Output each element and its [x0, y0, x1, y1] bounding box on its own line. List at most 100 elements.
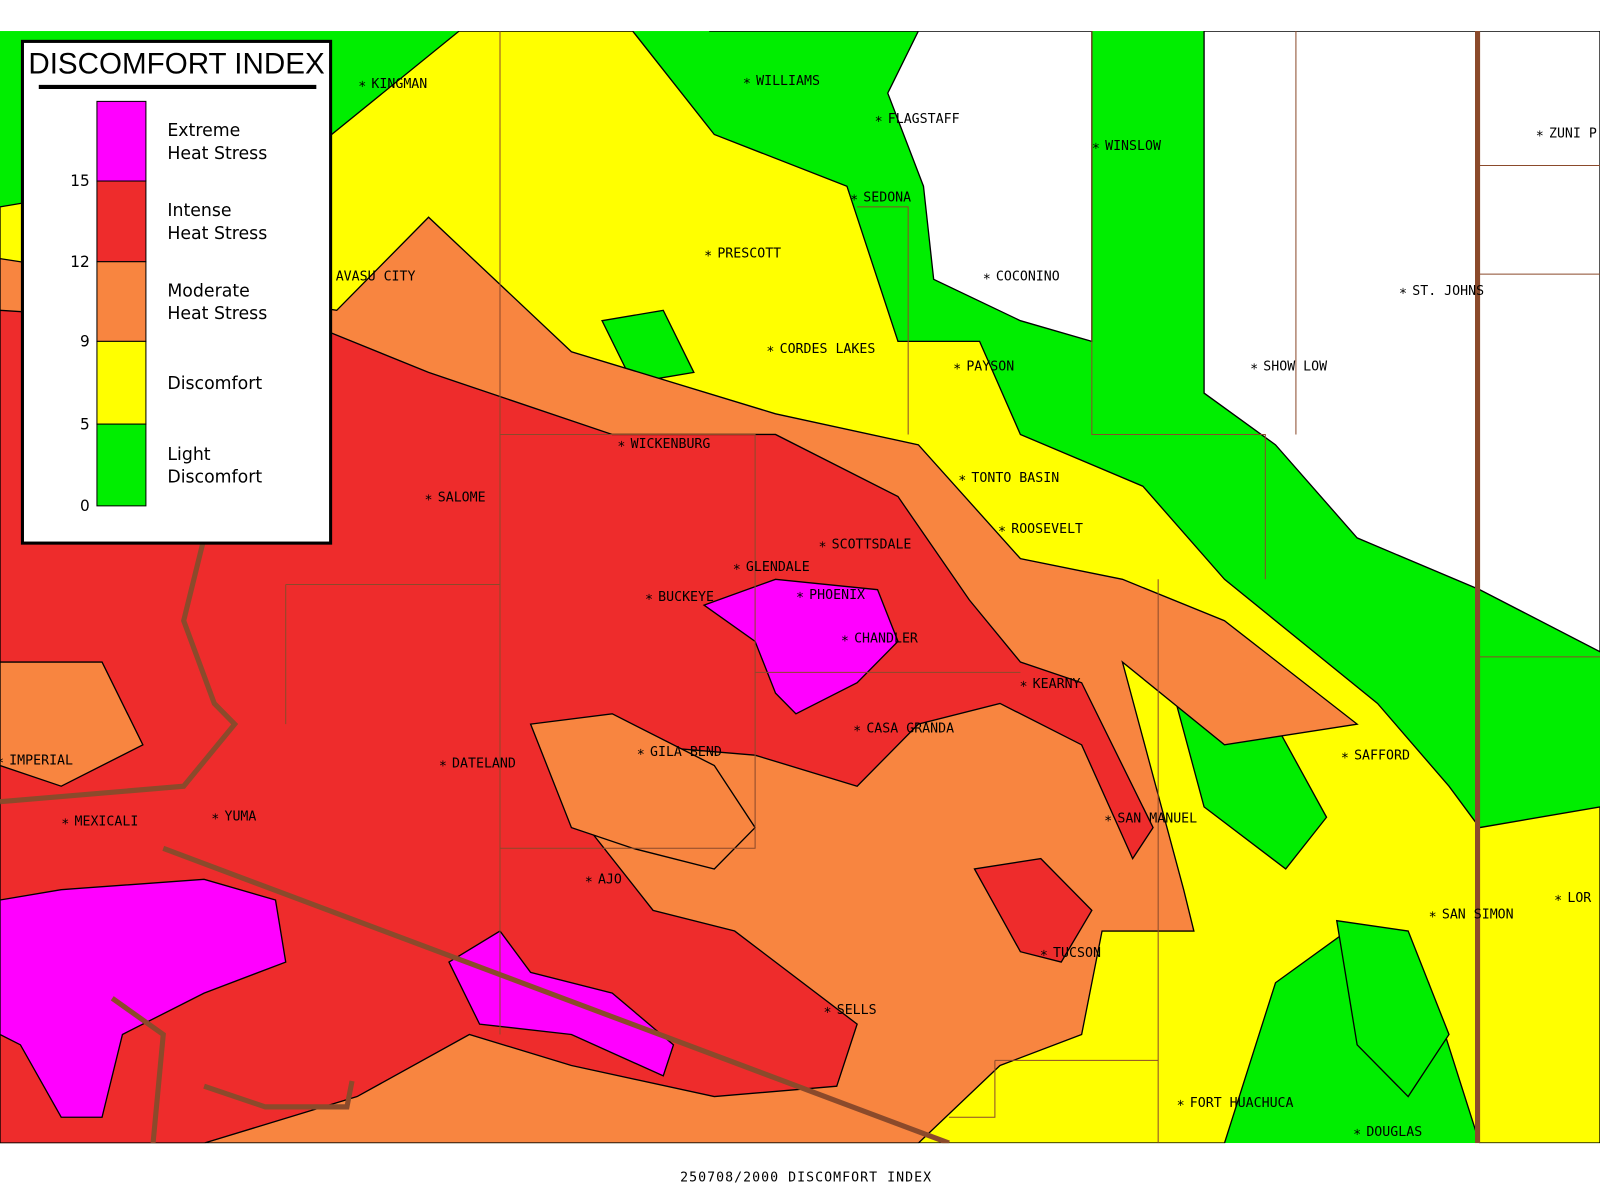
- city-marker: ∗: [645, 590, 653, 605]
- city-name: SEDONA: [863, 191, 911, 206]
- zone-extreme: [0, 878, 287, 1118]
- legend-swatch: [96, 340, 147, 425]
- city-marker: ∗: [818, 537, 826, 552]
- city-name: ST. JOHNS: [1412, 284, 1484, 299]
- map-caption: 250708/2000 DISCOMFORT INDEX: [680, 1170, 932, 1185]
- legend: DISCOMFORT INDEX Extreme Heat Stress Inten…: [20, 39, 333, 545]
- city-name: FORT HUACHUCA: [1190, 1096, 1294, 1111]
- map-area: ∗ KINGMAN ∗ WILLIAMS ∗ FLAGSTAFF ∗ WINSLOW ∗ ZUNI…: [0, 31, 1600, 1144]
- city-marker: ∗: [1250, 359, 1258, 374]
- city-marker: ∗: [953, 359, 961, 374]
- no-data-area: [1203, 31, 1600, 653]
- legend-label: Heat Stress: [167, 224, 267, 244]
- city-marker: ∗: [1104, 811, 1112, 826]
- zone-extreme: [448, 930, 675, 1077]
- city-name: TUCSON: [1053, 946, 1101, 961]
- city-marker: ∗: [1341, 748, 1349, 763]
- city-marker: ∗: [1399, 284, 1407, 299]
- legend-label: Moderate: [167, 281, 249, 301]
- legend-swatch: [96, 180, 147, 263]
- legend-tick: 5: [80, 415, 90, 433]
- city-marker: ∗: [61, 814, 69, 829]
- city-name: LOR: [1567, 891, 1592, 906]
- city-name: AVASU CITY: [336, 269, 416, 284]
- city-name: FLAGSTAFF: [888, 112, 960, 127]
- city-marker: ∗: [998, 522, 1006, 537]
- city-name: SCOTTSDALE: [832, 537, 912, 552]
- city-marker: ∗: [358, 77, 366, 92]
- city-name: SAN MANUEL: [1117, 811, 1197, 826]
- city-marker: ∗: [824, 1003, 832, 1018]
- city-name: YUMA: [224, 809, 256, 824]
- legend-box: [20, 39, 333, 545]
- legend-label: Discomfort: [167, 467, 262, 487]
- city-name: DATELAND: [452, 757, 516, 772]
- legend-label: Heat Stress: [167, 304, 267, 324]
- city-name: WILLIAMS: [756, 74, 820, 89]
- city-marker: ∗: [983, 269, 991, 284]
- city-marker: ∗: [617, 437, 625, 452]
- legend-label: Heat Stress: [167, 144, 267, 164]
- city-marker: ∗: [211, 809, 219, 824]
- city-marker: ∗: [1536, 127, 1544, 142]
- city-name: PRESCOTT: [717, 247, 781, 262]
- city-name: BUCKEYE: [658, 590, 714, 605]
- county-lines: [285, 31, 1600, 1144]
- city-name: SHOW LOW: [1263, 359, 1328, 374]
- city-name: SELLS: [837, 1003, 877, 1018]
- legend-swatch: [96, 100, 147, 182]
- city-labels: ∗ KINGMAN ∗ WILLIAMS ∗ FLAGSTAFF ∗ WINSLOW ∗ ZUNI…: [0, 74, 1597, 1140]
- city-marker: ∗: [1040, 946, 1048, 961]
- city-marker: ∗: [733, 560, 741, 575]
- city-name: SAFFORD: [1354, 748, 1410, 763]
- city-marker: ∗: [1177, 1096, 1185, 1111]
- city-marker: ∗: [766, 342, 774, 357]
- legend-tick: 0: [80, 497, 90, 515]
- legend-tick: 12: [70, 253, 89, 271]
- city-name: KINGMAN: [371, 77, 427, 92]
- city-marker: ∗: [1429, 908, 1437, 923]
- city-name: TONTO BASIN: [971, 471, 1059, 486]
- city-name: ROOSEVELT: [1011, 522, 1083, 537]
- city-marker: ∗: [1092, 139, 1100, 154]
- city-marker: ∗: [743, 74, 751, 89]
- legend-swatch: [96, 423, 147, 507]
- city-name: PHOENIX: [809, 588, 865, 603]
- city-marker: ∗: [1353, 1125, 1361, 1140]
- city-name: CHANDLER: [854, 631, 919, 646]
- city-marker: ∗: [853, 721, 861, 736]
- city-marker: ∗: [585, 872, 593, 887]
- city-marker: ∗: [1554, 891, 1562, 906]
- city-marker: ∗: [704, 247, 712, 262]
- city-name: AJO: [598, 872, 622, 887]
- city-name: WICKENBURG: [631, 437, 711, 452]
- city-marker: ∗: [439, 757, 447, 772]
- legend-tick: 15: [70, 172, 89, 190]
- city-name: PAYSON: [966, 359, 1014, 374]
- legend-label: Discomfort: [167, 374, 262, 394]
- city-name: MEXICALI: [74, 814, 138, 829]
- city-marker: ∗: [958, 471, 966, 486]
- city-name: DOUGLAS: [1366, 1125, 1422, 1140]
- legend-entries: Extreme Heat Stress Intense Heat Stress Mode…: [70, 100, 267, 515]
- city-marker: ∗: [850, 191, 858, 206]
- city-marker: ∗: [0, 753, 4, 768]
- legend-label: Intense: [167, 201, 231, 221]
- city-name: GLENDALE: [746, 560, 810, 575]
- city-name: CASA GRANDA: [866, 721, 954, 736]
- legend-swatch: [96, 261, 147, 342]
- legend-label: Light: [167, 445, 210, 465]
- city-name: KEARNY: [1033, 677, 1081, 692]
- city-name: WINSLOW: [1105, 139, 1162, 154]
- legend-tick: 9: [80, 332, 90, 350]
- city-name: SAN SIMON: [1442, 908, 1514, 923]
- city-name: COCONINO: [996, 269, 1060, 284]
- city-marker: ∗: [637, 745, 645, 760]
- city-marker: ∗: [796, 588, 804, 603]
- legend-title: DISCOMFORT INDEX: [28, 47, 324, 80]
- city-name: IMPERIAL: [9, 753, 73, 768]
- city-marker: ∗: [841, 631, 849, 646]
- city-name: CORDES LAKES: [780, 342, 876, 357]
